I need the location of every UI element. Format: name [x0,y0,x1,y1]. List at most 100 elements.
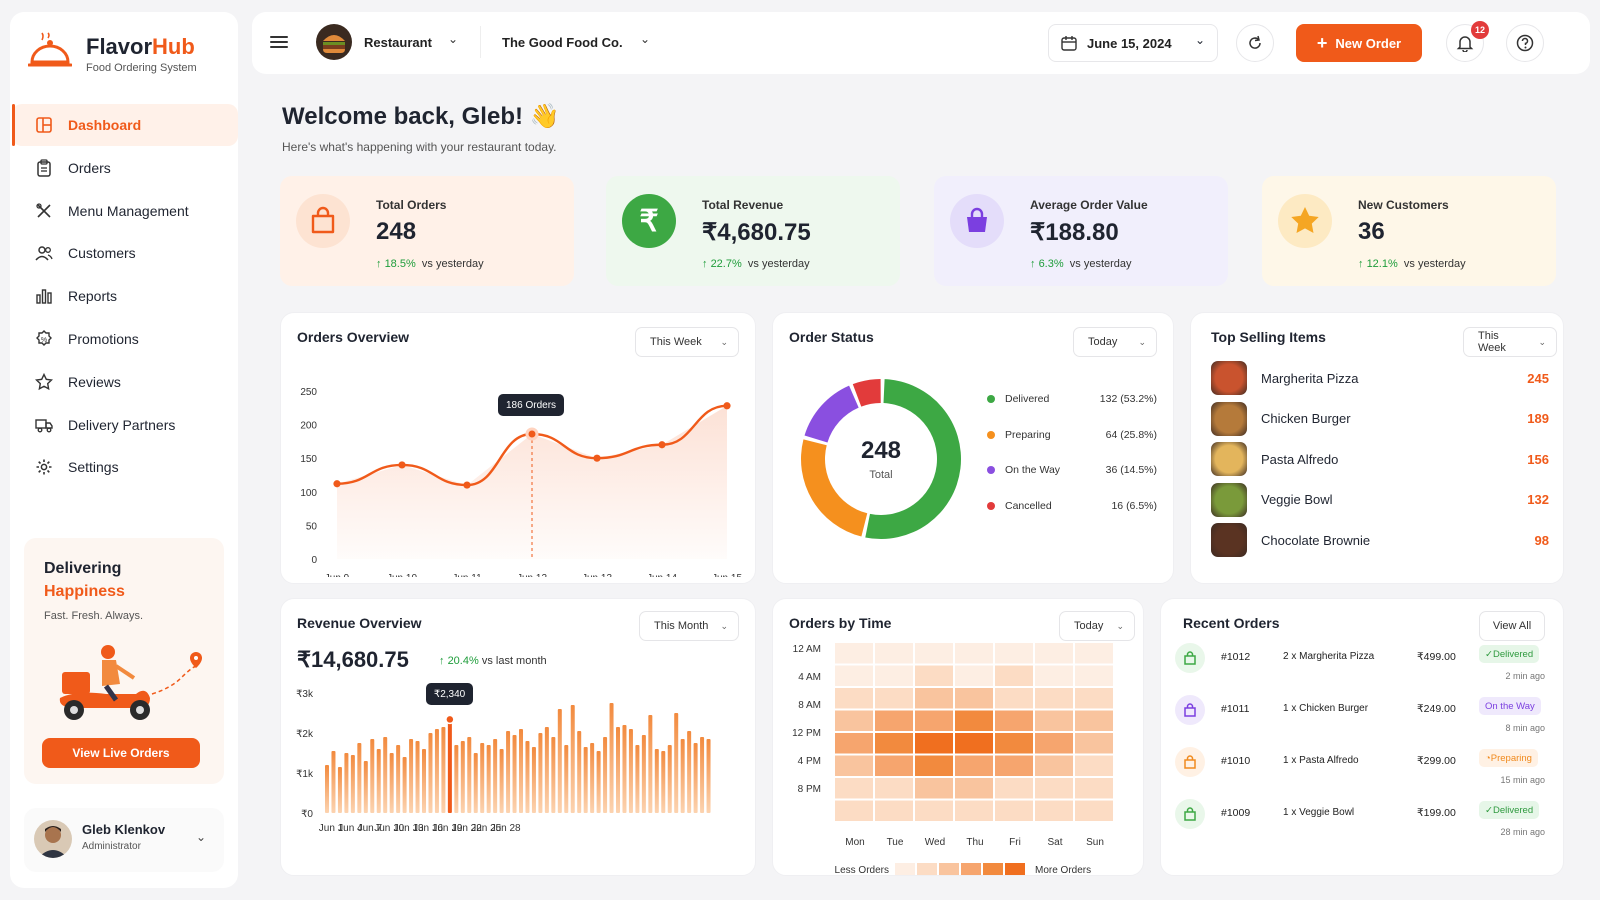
sidebar-item-reports[interactable]: Reports [12,275,238,317]
heatmap-cell [835,733,873,754]
chevron-down-icon[interactable]: ⌄ [196,830,207,844]
revenue-bar [428,733,433,813]
x-tick-label: Sun [1086,837,1104,848]
list-item[interactable]: Veggie Bowl 132 [1211,481,1549,519]
heatmap-cell [835,800,873,821]
revenue-filter[interactable]: This Month ⌄ [639,611,739,641]
list-item[interactable]: Chicken Burger 189 [1211,400,1549,438]
revenue-total: ₹14,680.75 [297,647,409,672]
date-picker[interactable]: June 15, 2024 ⌄ [1048,24,1218,62]
top-selling-filter[interactable]: This Week ⌄ [1463,327,1557,357]
list-item[interactable]: Margherita Pizza 245 [1211,359,1549,397]
status-badge: ◔ Preparing [1479,749,1538,767]
revenue-bar [590,743,595,813]
chevron-down-icon: ⌄ [1195,33,1206,47]
plus-icon: + [1316,32,1328,53]
heatmap-cell [995,643,1033,664]
data-point [398,461,406,469]
x-tick-label: Jun 22 [452,823,482,834]
table-row[interactable]: #1011 1 x Chicken Burger ₹249.00 On the Way… [1175,695,1547,743]
list-item[interactable]: Chocolate Brownie 98 [1211,521,1549,559]
order-time: 2 min ago [1505,671,1545,681]
notifications-button[interactable]: 12 [1446,21,1489,62]
y-tick-label: ₹3k [296,689,314,700]
users-icon [34,243,54,263]
y-tick-label: 250 [300,387,317,398]
x-tick-label: Tue [887,837,904,848]
sidebar-item-customers[interactable]: Customers [12,232,238,274]
heatmap-cell [955,778,993,799]
revenue-bar [570,705,575,813]
sidebar-item-orders[interactable]: Orders [12,147,238,189]
badge-icon: % [34,329,54,349]
order-items: 1 x Chicken Burger [1283,703,1369,714]
revenue-bar [480,743,485,813]
item-name: Chocolate Brownie [1261,532,1371,548]
help-icon [1516,34,1534,52]
sidebar-item-delivery-partners[interactable]: Delivery Partners [12,404,238,446]
x-tick-label: Mon [845,837,864,848]
data-point [463,481,471,489]
restaurant-select[interactable]: The Good Food Co. [502,35,623,50]
heatmap-cell [955,710,993,731]
business-type-select[interactable]: Restaurant [364,35,432,50]
order-price: ₹299.00 [1417,755,1456,767]
chevron-down-icon[interactable]: ⌄ [448,32,459,46]
refresh-button[interactable] [1236,24,1274,62]
revenue-bar [654,749,659,813]
sidebar-item-dashboard[interactable]: Dashboard [12,104,238,146]
revenue-bar [486,745,491,813]
list-item[interactable]: Pasta Alfredo 156 [1211,440,1549,478]
heatmap-cell [1035,710,1073,731]
sidebar-item-reviews[interactable]: Reviews [12,361,238,403]
restaurant-logo-icon [316,24,352,60]
revenue-bar [389,753,394,813]
revenue-bar [700,737,705,813]
orders-overview-filter[interactable]: This Week ⌄ [635,327,739,357]
sidebar-item-settings[interactable]: Settings [12,446,238,488]
promo-title-line1: Delivering [44,560,122,577]
table-row[interactable]: #1012 2 x Margherita Pizza ₹499.00 ✓ Delive… [1175,643,1547,691]
heatmap-cell [915,800,953,821]
order-id: #1009 [1221,807,1251,819]
revenue-bar [370,739,375,813]
legend-dot [987,501,995,510]
view-live-orders-button[interactable]: View Live Orders [42,738,200,768]
view-all-button[interactable]: View All [1479,611,1545,641]
revenue-bar [525,741,530,813]
gear-icon [34,457,54,477]
revenue-bar [609,703,614,813]
user-profile[interactable]: Gleb Klenkov Administrator ⌄ [24,808,224,872]
heatmap-cell [875,643,913,664]
legend-label: On the Way [1005,464,1061,476]
order-status-filter[interactable]: Today ⌄ [1073,327,1157,357]
chevron-down-icon[interactable]: ⌄ [640,32,651,46]
sidebar-item-menu-management[interactable]: Menu Management [12,190,238,232]
revenue-bar [628,729,633,813]
data-point [723,402,731,410]
heatmap-cell [875,665,913,686]
table-row[interactable]: #1010 1 x Pasta Alfredo ₹299.00 ◔ Preparing… [1175,747,1547,795]
orders-by-time-filter[interactable]: Today ⌄ [1059,611,1135,641]
heatmap-cell [995,755,1033,776]
revenue-bar [583,747,588,813]
heatmap-cell [955,755,993,776]
menu-icon[interactable] [270,34,288,55]
user-name: Gleb Klenkov [82,822,166,837]
stat-label: Average Order Value [1030,198,1148,212]
sidebar-item-promotions[interactable]: % Promotions [12,318,238,360]
x-tick-label: Jun 7 [358,823,383,834]
y-tick-label: 4 PM [798,756,821,767]
shopping-bag-icon [1175,695,1205,725]
new-order-button[interactable]: + New Order [1296,24,1422,62]
x-tick-label: Jun 28 [491,823,521,834]
revenue-bar [706,739,711,813]
table-row[interactable]: #1009 1 x Veggie Bowl ₹199.00 ✓ Delivered 28… [1175,799,1547,847]
legend-more-label: More Orders [1035,865,1091,875]
heatmap-cell [1035,665,1073,686]
utensils-icon [34,201,54,221]
revenue-bar [557,709,562,813]
help-button[interactable] [1506,24,1544,62]
card-title: Revenue Overview [297,615,422,631]
